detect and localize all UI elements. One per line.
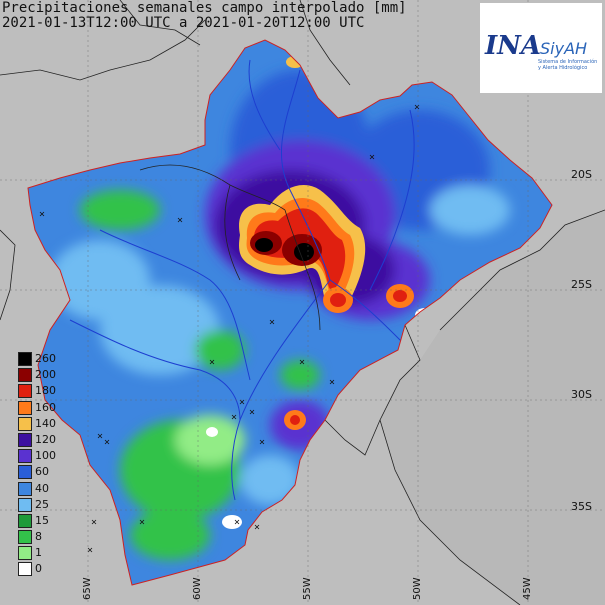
legend-label: 40	[35, 481, 49, 495]
legend-swatch	[18, 384, 32, 399]
legend-label: 160	[35, 400, 56, 414]
legend-label: 25	[35, 497, 49, 511]
lat-label-25s: 25S	[571, 278, 592, 291]
legend-label: 0	[35, 562, 42, 576]
legend-swatch	[18, 449, 32, 464]
legend-swatch	[18, 497, 32, 512]
logo-product: SiyAH	[540, 39, 588, 58]
lat-label-35s: 35S	[571, 500, 592, 513]
legend-label: 8	[35, 530, 42, 544]
legend-swatch	[18, 465, 32, 480]
legend-label: 140	[35, 416, 56, 430]
legend-label: 1	[35, 546, 42, 560]
legend-swatch	[18, 368, 32, 383]
lon-label-60w: 60W	[192, 577, 203, 600]
legend-swatch	[18, 562, 32, 577]
legend-swatch	[18, 352, 32, 366]
map-time-range: 2021-01-13T12:00 UTC a 2021-01-20T12:00 …	[2, 15, 365, 31]
legend-label: 15	[35, 513, 49, 527]
legend-label: 260	[35, 352, 56, 365]
legend-label: 100	[35, 449, 56, 463]
legend-swatch	[18, 400, 32, 415]
lon-label-45w: 45W	[522, 577, 533, 600]
legend-label: 180	[35, 384, 56, 398]
legend-swatch	[18, 432, 32, 447]
lat-label-20s: 20S	[571, 168, 592, 181]
logo-subtitle: Sistema de Información y Alerta Hidrológ…	[538, 59, 598, 71]
ina-logo: INA SiyAH Sistema de Información y Alert…	[480, 3, 602, 93]
legend-swatch	[18, 481, 32, 496]
lat-label-30s: 30S	[571, 388, 592, 401]
legend-label: 60	[35, 465, 49, 479]
legend-swatch	[18, 416, 32, 431]
legend-swatch	[18, 530, 32, 545]
lon-label-55w: 55W	[302, 577, 313, 600]
ocean-area	[380, 210, 605, 605]
legend-swatch	[18, 513, 32, 528]
map-title: Precipitaciones semanales campo interpol…	[2, 0, 407, 16]
legend-label: 120	[35, 432, 56, 446]
lon-label-50w: 50W	[412, 577, 423, 600]
station-markers	[39, 104, 420, 553]
basin-outline	[27, 39, 553, 586]
legend-label: 200	[35, 368, 56, 382]
logo-brand: INA	[485, 31, 542, 61]
lon-label-65w: 65W	[82, 577, 93, 600]
legend-swatch	[18, 546, 32, 561]
